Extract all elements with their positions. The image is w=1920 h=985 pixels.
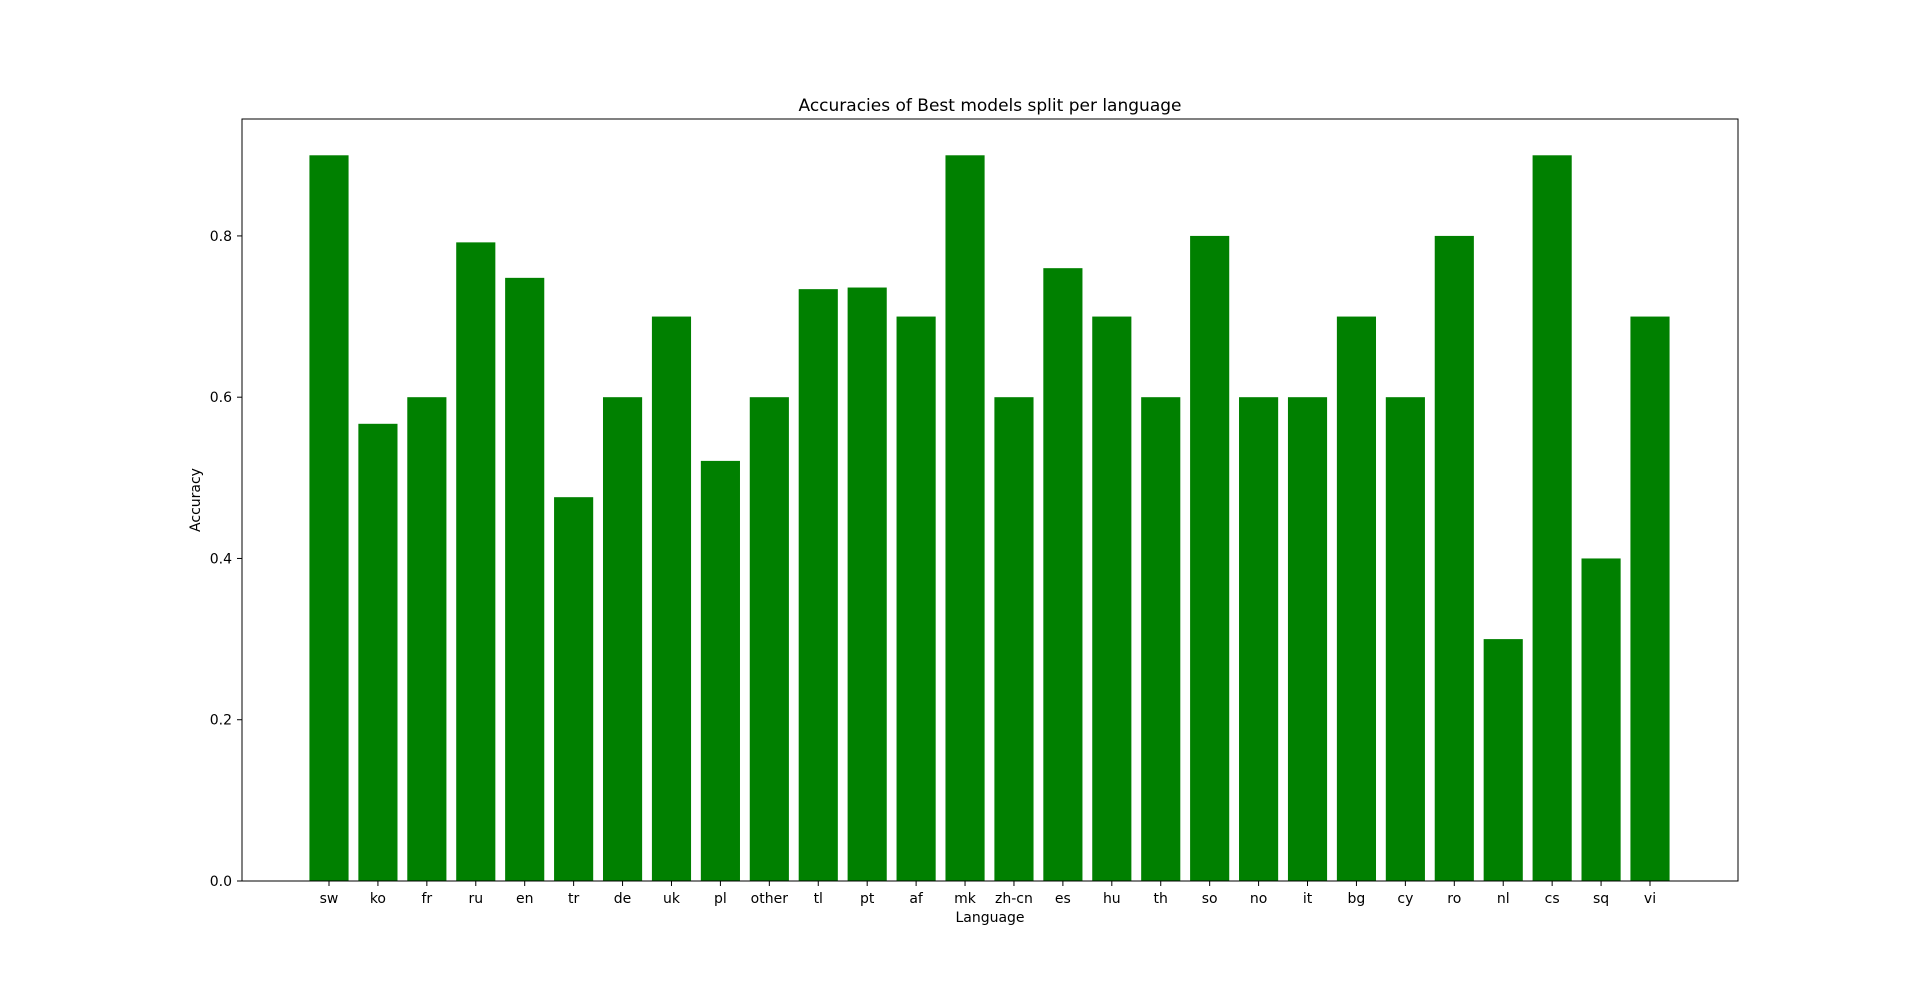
x-tick-label-hu: hu xyxy=(1103,891,1121,907)
x-tick-label-mk: mk xyxy=(954,891,977,907)
x-tick-label-tr: tr xyxy=(568,891,579,907)
bar-ru xyxy=(456,242,496,881)
chart-title: Accuracies of Best models split per lang… xyxy=(799,96,1182,116)
plot-frame xyxy=(241,118,1739,882)
y-axis: 0.0 0.2 0.4 0.6 0.8 xyxy=(210,229,242,890)
x-tick-label-so: so xyxy=(1202,891,1218,907)
bar-vi xyxy=(1630,316,1670,881)
x-tick-label-bg: bg xyxy=(1348,891,1366,907)
x-tick-label-ro: ro xyxy=(1447,891,1461,907)
y-tick-label-0.4: 0.4 xyxy=(210,551,232,567)
bar-hu xyxy=(1092,316,1132,881)
bar-ko xyxy=(358,423,398,881)
bar-es xyxy=(1043,268,1083,881)
x-tick-label-sq: sq xyxy=(1593,891,1609,907)
bar-bg xyxy=(1336,316,1377,881)
x-tick-label-en: en xyxy=(516,891,534,907)
bar-ro xyxy=(1434,235,1474,882)
bar-mk xyxy=(945,155,985,882)
x-tick-label-vi: vi xyxy=(1644,891,1656,907)
bar-no xyxy=(1239,397,1279,881)
x-tick-label-de: de xyxy=(614,891,632,907)
x-tick-label-ko: ko xyxy=(370,891,386,907)
x-tick-label-zh-cn: zh-cn xyxy=(995,891,1033,907)
x-tick-label-pt: pt xyxy=(860,891,875,907)
x-tick-label-ru: ru xyxy=(468,891,483,907)
x-tick-label-uk: uk xyxy=(663,891,681,907)
x-tick-label-pl: pl xyxy=(714,891,727,907)
bar-other xyxy=(749,397,789,881)
x-tick-label-tl: tl xyxy=(814,891,823,907)
bar-uk xyxy=(651,316,692,881)
x-axis: sw ko fr ru en tr de uk pl other tl pt af mk zh-cn es hu… xyxy=(320,881,1656,907)
x-axis-label: Language xyxy=(955,910,1024,926)
bars-group xyxy=(309,155,1670,882)
x-tick-label-fr: fr xyxy=(422,891,433,907)
x-tick-label-es: es xyxy=(1055,891,1071,907)
bar-tl xyxy=(798,289,838,881)
x-tick-label-cs: cs xyxy=(1545,891,1560,907)
bar-th xyxy=(1141,397,1181,881)
bar-cs xyxy=(1532,155,1572,882)
bar-cy xyxy=(1385,397,1425,881)
x-tick-label-nl: nl xyxy=(1497,891,1510,907)
bar-pt xyxy=(847,287,887,881)
x-tick-label-th: th xyxy=(1154,891,1168,907)
bar-it xyxy=(1287,397,1328,881)
bar-en xyxy=(505,277,545,882)
x-tick-label-no: no xyxy=(1250,891,1267,907)
bar-af xyxy=(896,316,936,881)
bar-tr xyxy=(554,497,594,881)
x-tick-label-sw: sw xyxy=(320,891,339,907)
y-tick-label-0.8: 0.8 xyxy=(210,229,232,245)
bar-pl xyxy=(700,460,740,881)
bar-zh-cn xyxy=(994,397,1034,881)
bar-fr xyxy=(407,397,447,881)
bar-nl xyxy=(1483,639,1523,881)
x-tick-label-it: it xyxy=(1303,891,1313,907)
bar-sw xyxy=(309,155,349,882)
x-tick-label-other: other xyxy=(751,891,789,907)
x-tick-label-af: af xyxy=(909,891,924,907)
y-axis-label: Accuracy xyxy=(188,468,204,532)
y-tick-label-0.0: 0.0 xyxy=(210,874,232,890)
bar-so xyxy=(1190,235,1230,882)
bar-de xyxy=(602,397,643,881)
y-tick-label-0.2: 0.2 xyxy=(210,713,232,729)
x-tick-label-cy: cy xyxy=(1397,891,1413,907)
y-tick-label-0.6: 0.6 xyxy=(210,390,232,406)
bar-sq xyxy=(1581,558,1621,881)
